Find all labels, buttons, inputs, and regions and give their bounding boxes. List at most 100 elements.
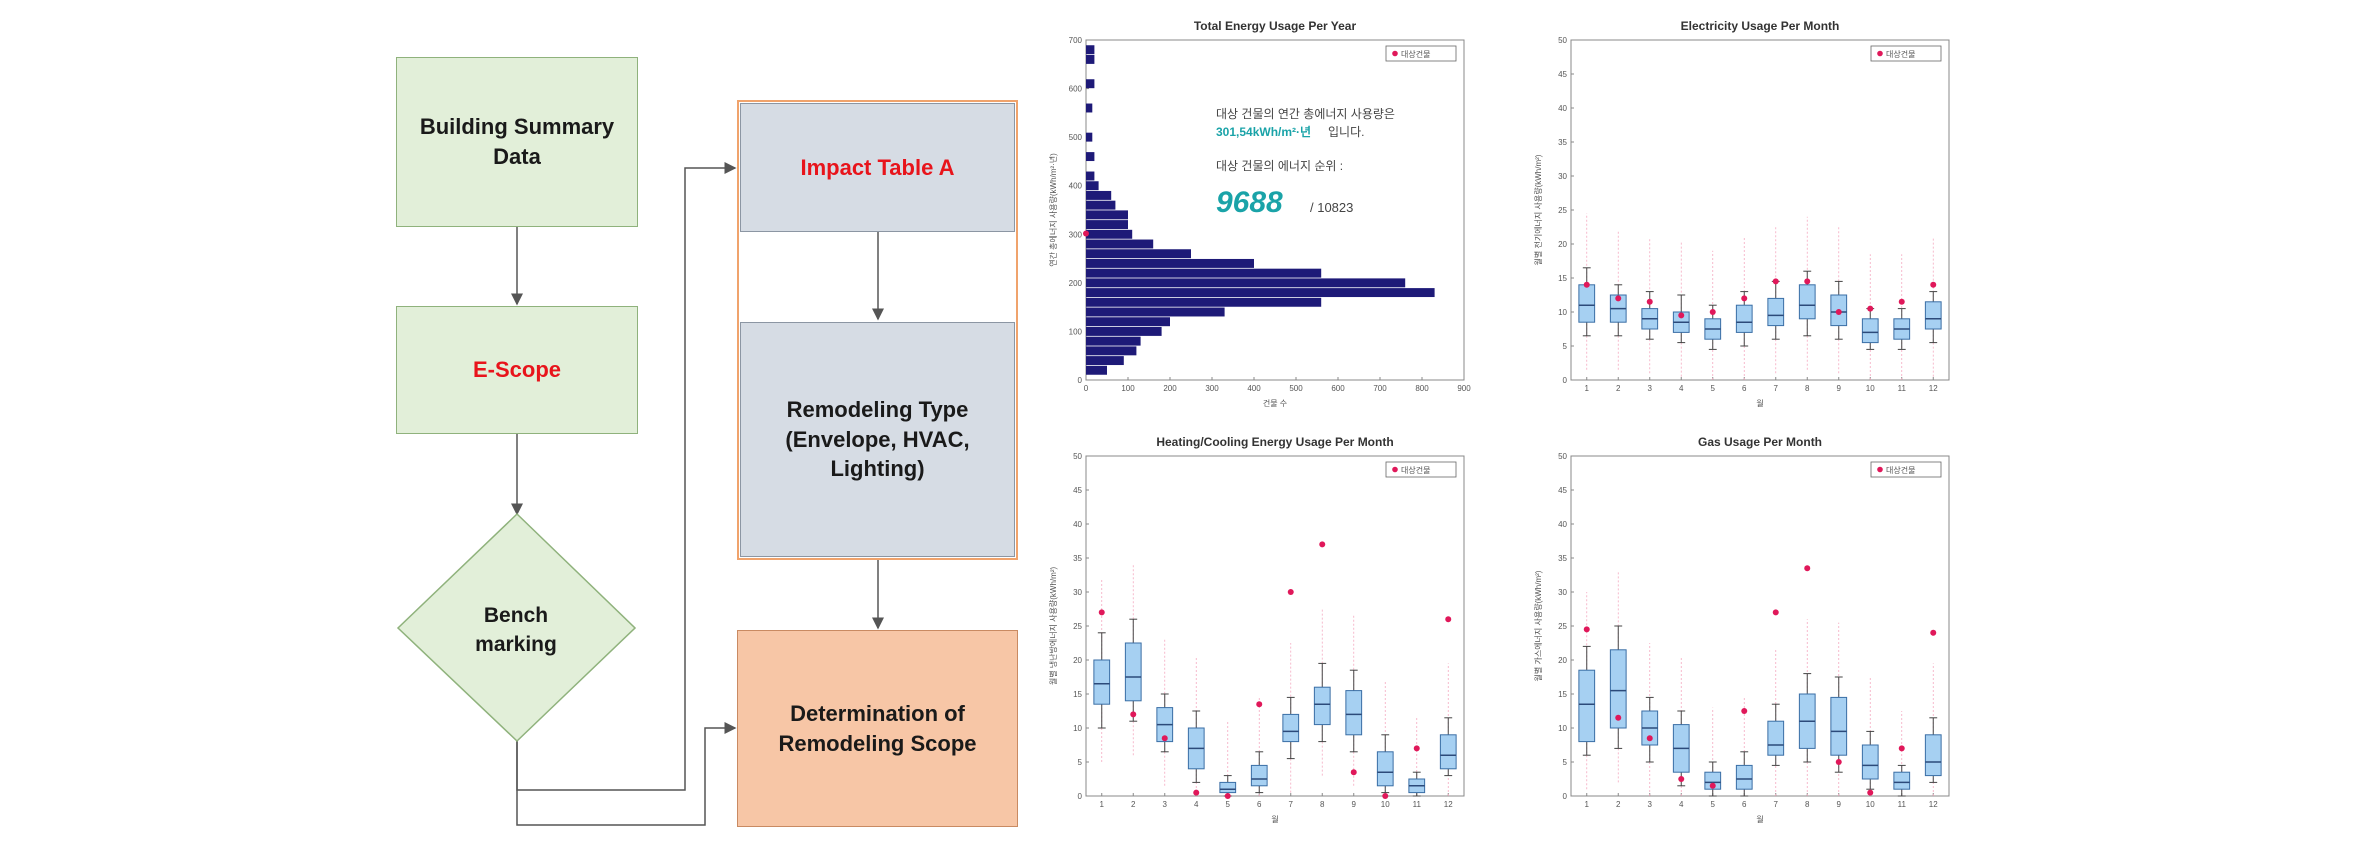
x-tick-label: 11 [1898, 384, 1907, 393]
target-marker [1161, 735, 1168, 742]
histogram-bar [1086, 79, 1095, 89]
heating-cooling-boxplot: Heating/Cooling Energy Usage Per Month 월 월… [1048, 435, 1465, 824]
x-tick-label: 7 [1774, 384, 1779, 393]
box [1282, 713, 1300, 743]
y-tick-label: 200 [1069, 279, 1083, 288]
histogram-bar [1086, 200, 1116, 210]
target-marker [1224, 793, 1231, 799]
benchmarking-label: Bench marking [475, 603, 557, 656]
determination-box: Determination of Remodeling Scope [737, 630, 1018, 827]
x-tick-label: 12 [1444, 800, 1453, 809]
x-tick-label: 700 [1373, 384, 1387, 393]
legend-box [1870, 461, 1942, 478]
rank-value: 9688 [1216, 186, 1283, 219]
target-marker [1382, 793, 1389, 799]
box [1893, 771, 1911, 790]
y-tick-label: 40 [1558, 104, 1567, 113]
box [1345, 690, 1363, 736]
box [1578, 669, 1596, 743]
x-tick-label: 3 [1163, 800, 1168, 809]
e-scope-label: E-Scope [472, 357, 562, 383]
x-tick-label: 4 [1679, 384, 1684, 393]
y-tick-label: 15 [1558, 274, 1567, 283]
y-tick-label: 35 [1558, 138, 1567, 147]
x-tick-label: 4 [1679, 800, 1684, 809]
y-tick-label: 400 [1069, 182, 1083, 191]
x-tick-label: 4 [1194, 800, 1199, 809]
box [1767, 297, 1785, 327]
target-marker [1193, 789, 1200, 796]
annotation-line3: 대상 건물의 에너지 순위 : [1216, 159, 1343, 173]
electricity-boxplot: Electricity Usage Per Month 월 월별 전기에너지 사용량… [1533, 19, 1950, 408]
x-tick-label: 800 [1415, 384, 1429, 393]
legend-label: 대상건물 [1886, 465, 1915, 475]
x-tick-label: 3 [1648, 800, 1653, 809]
x-axis-label: 건물 수 [1263, 398, 1287, 408]
y-tick-label: 45 [1558, 70, 1567, 79]
x-tick-label: 2 [1616, 384, 1621, 393]
box [1704, 771, 1722, 790]
target-marker [1098, 609, 1105, 616]
target-marker [1772, 609, 1779, 616]
box [1924, 734, 1942, 777]
legend-label: 대상건물 [1401, 465, 1430, 475]
histogram-bar [1086, 326, 1162, 336]
x-tick-label: 7 [1774, 800, 1779, 809]
x-tick-label: 600 [1331, 384, 1345, 393]
y-tick-label: 15 [1558, 690, 1567, 699]
target-marker [1583, 281, 1590, 288]
target-marker [1130, 711, 1137, 718]
target-marker [1898, 298, 1905, 305]
y-tick-label: 0 [1563, 792, 1568, 801]
legend-marker [1392, 50, 1398, 57]
y-tick-label: 50 [1073, 452, 1082, 461]
target-marker [1615, 295, 1622, 302]
x-tick-label: 7 [1289, 800, 1294, 809]
annotation-suffix: 입니다. [1328, 125, 1364, 139]
histogram-bar [1086, 346, 1137, 356]
y-tick-label: 10 [1558, 724, 1567, 733]
annotation-line1: 대상 건물의 연간 총에너지 사용량은 [1216, 107, 1395, 121]
y-tick-label: 25 [1558, 622, 1567, 631]
legend-label: 대상건물 [1401, 49, 1430, 59]
x-axis-label: 월 [1756, 814, 1763, 824]
target-marker [1930, 629, 1937, 636]
chart-title: Electricity Usage Per Month [1681, 19, 1840, 33]
histogram-bar [1086, 297, 1322, 307]
remodeling-type-box: Remodeling Type (Envelope, HVAC, Lightin… [740, 322, 1015, 557]
x-tick-label: 8 [1805, 384, 1810, 393]
histogram-bar [1086, 307, 1225, 317]
y-tick-label: 0 [1078, 792, 1083, 801]
y-tick-label: 300 [1069, 230, 1083, 239]
x-tick-label: 10 [1866, 800, 1875, 809]
x-tick-label: 100 [1121, 384, 1135, 393]
x-tick-label: 11 [1413, 800, 1422, 809]
x-tick-label: 1 [1585, 384, 1590, 393]
box [1093, 659, 1111, 705]
chart-title: Heating/Cooling Energy Usage Per Month [1156, 435, 1393, 449]
x-tick-label: 500 [1289, 384, 1303, 393]
arrow-bench-to-determination [516, 722, 737, 826]
x-tick-label: 6 [1742, 384, 1747, 393]
legend-marker [1877, 50, 1883, 57]
impact-table-box: Impact Table A [740, 103, 1015, 232]
x-tick-label: 9 [1837, 800, 1842, 809]
target-marker [1583, 626, 1590, 633]
y-tick-label: 50 [1558, 36, 1567, 45]
x-tick-label: 2 [1616, 800, 1621, 809]
target-marker [1678, 776, 1685, 782]
box [1376, 751, 1394, 787]
legend-label: 대상건물 [1886, 49, 1915, 59]
histogram-bar [1086, 365, 1107, 375]
x-tick-label: 900 [1457, 384, 1471, 393]
x-tick-label: 8 [1320, 800, 1325, 809]
y-tick-label: 5 [1078, 758, 1083, 767]
building-summary-box: Building Summary Data [396, 57, 638, 227]
target-marker [1678, 312, 1685, 319]
histogram-bar [1086, 181, 1099, 191]
x-tick-label: 0 [1084, 384, 1089, 393]
histogram-bar [1086, 356, 1124, 366]
y-tick-label: 0 [1563, 376, 1568, 385]
y-tick-label: 100 [1069, 327, 1083, 336]
chart-title: Gas Usage Per Month [1698, 435, 1822, 449]
